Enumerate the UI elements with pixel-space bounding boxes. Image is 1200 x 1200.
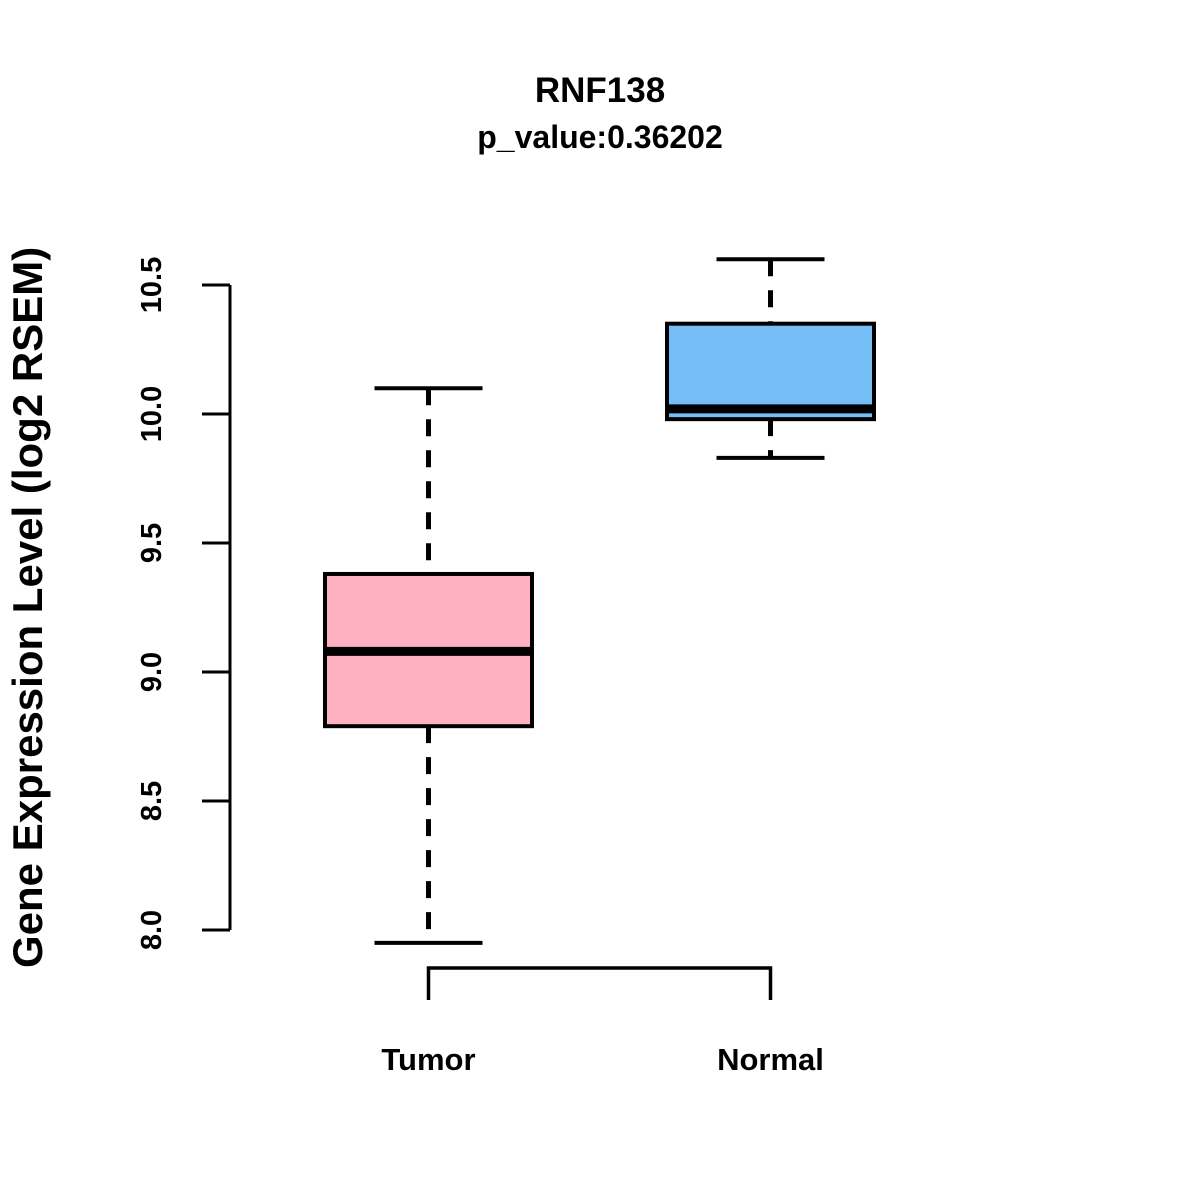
y-tick-label: 9.5 xyxy=(136,523,168,563)
x-axis-bracket xyxy=(426,966,773,1000)
chart-title: RNF138 xyxy=(534,71,666,110)
boxplot-normal xyxy=(665,257,876,460)
y-axis-label: Gene Expression Level (log2 RSEM) xyxy=(4,246,51,969)
chart-subtitle: p_value:0.36202 xyxy=(477,119,723,155)
boxplot-tumor xyxy=(323,386,534,945)
category-label-normal: Normal xyxy=(717,1042,824,1077)
y-tick-label: 10.5 xyxy=(136,257,168,313)
y-tick-label: 10.0 xyxy=(136,386,168,442)
y-tick-label: 8.0 xyxy=(136,910,168,950)
iqr-box xyxy=(665,321,876,422)
y-tick-label: 8.5 xyxy=(136,781,168,821)
category-label-tumor: Tumor xyxy=(381,1042,475,1077)
y-tick-label: 9.0 xyxy=(136,652,168,692)
